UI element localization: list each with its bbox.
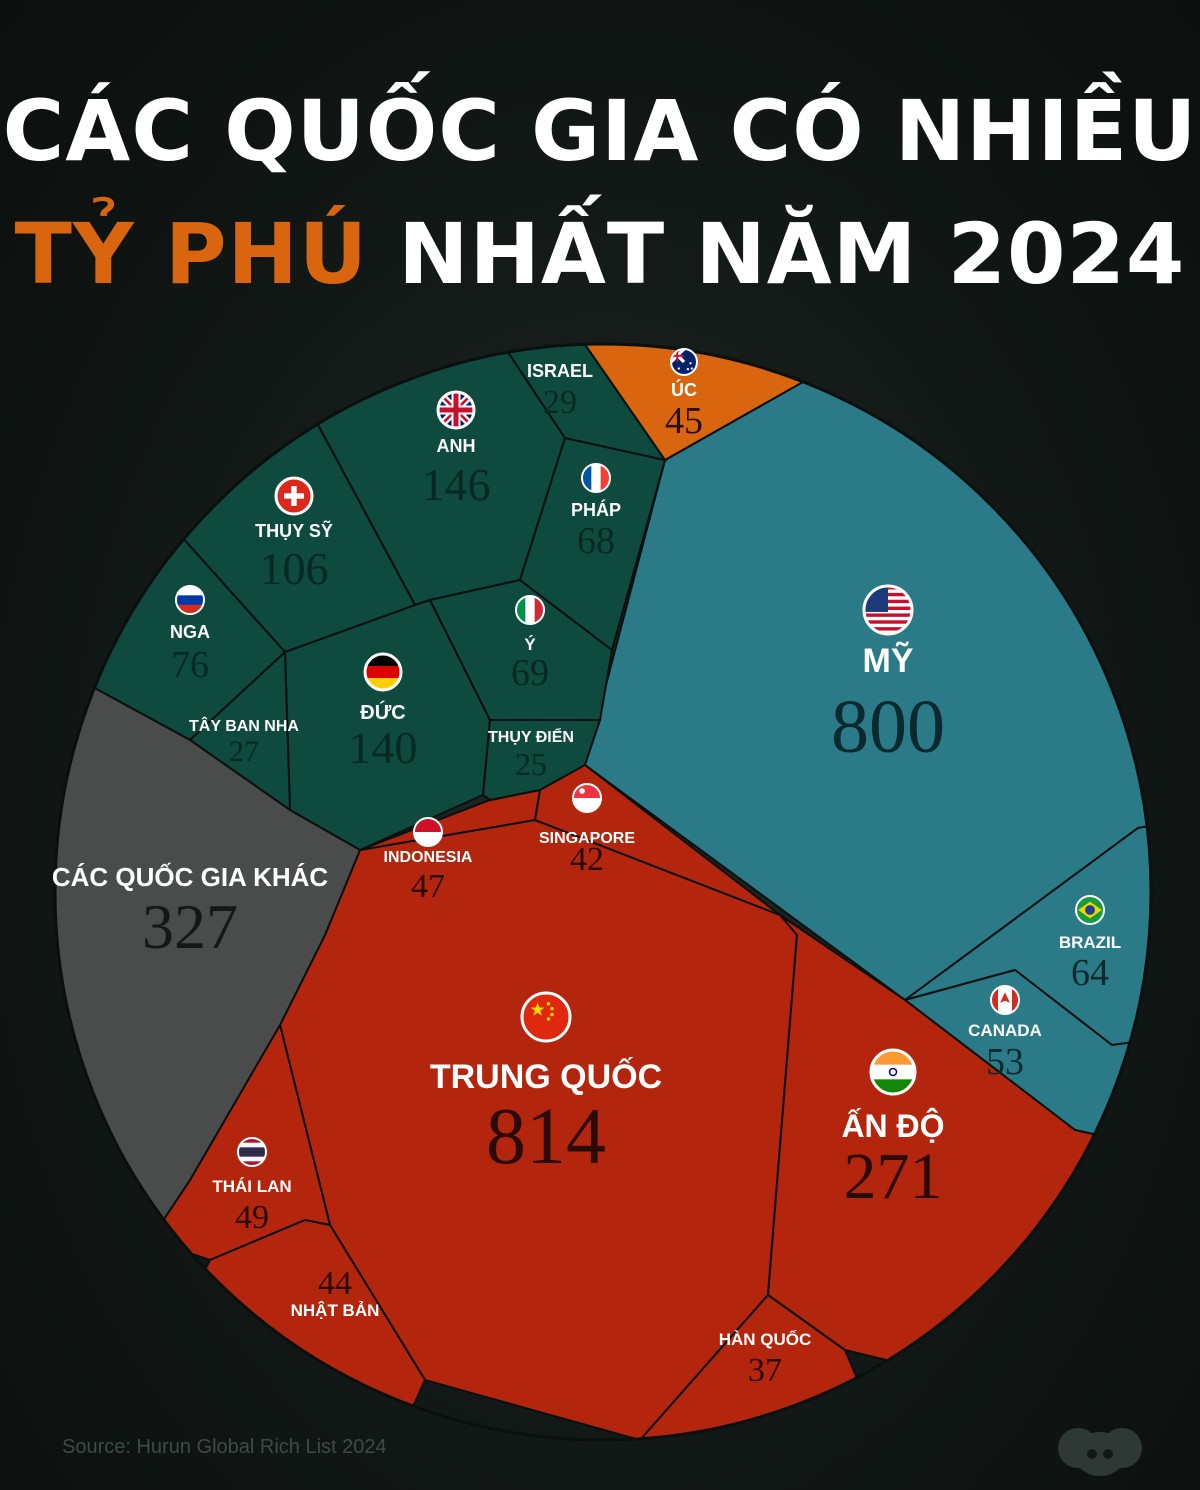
label-value-5: 47: [411, 868, 445, 905]
label-value-19: 45: [665, 400, 703, 442]
label-name-20: CÁC QUỐC GIA KHÁC: [52, 862, 329, 892]
label-name-2: CANADA: [968, 1021, 1042, 1040]
thailand-flag-icon: [237, 1137, 267, 1167]
source-note: Source: Hurun Global Rich List 2024: [62, 1436, 387, 1458]
label-value-2: 53: [986, 1041, 1024, 1083]
label-value-13: 76: [171, 644, 209, 686]
india-flag-icon: [869, 1048, 917, 1096]
label-name-1: BRAZIL: [1059, 933, 1121, 952]
indonesia-flag-icon: [413, 817, 443, 847]
brazil-flag-icon: [1075, 895, 1105, 925]
label-value-20: 327: [142, 891, 238, 962]
label-name-6: SINGAPORE: [539, 830, 635, 847]
us-flag-icon: [862, 584, 914, 636]
canada-flag-icon: [990, 985, 1020, 1015]
chart-rim: [53, 342, 1153, 1442]
label-value-18: 25: [515, 746, 547, 782]
label-name-4: ẤN ĐỘ: [841, 1108, 944, 1144]
label-value-12: 106: [260, 543, 329, 594]
title-rest: NHẤT NĂM 2024: [368, 205, 1186, 303]
label-name-10: ANH: [437, 436, 476, 456]
label-value-16: 29: [543, 384, 577, 421]
label-value-17: 27: [229, 735, 259, 768]
singapore-flag-icon: [572, 783, 602, 813]
label-value-3: 814: [486, 1093, 606, 1181]
italy-flag-icon: [515, 595, 545, 625]
france-flag-icon: [581, 463, 611, 493]
label-name-18: THỤY ĐIỂN: [488, 727, 574, 746]
cell-14: [428, 578, 614, 721]
label-value-15: 68: [577, 520, 615, 562]
label-value-7: 49: [235, 1199, 269, 1236]
label-name-11: ĐỨC: [360, 700, 405, 724]
germany-flag-icon: [363, 652, 403, 692]
label-value-11: 140: [349, 722, 418, 773]
title-line-2: TỶ PHÚ NHẤT NĂM 2024: [0, 205, 1200, 303]
title-highlight: TỶ PHÚ: [14, 205, 369, 303]
label-value-8: 44: [318, 1265, 352, 1302]
label-value-1: 64: [1071, 952, 1109, 994]
label-name-19: ÚC: [671, 379, 697, 400]
label-name-5: INDONESIA: [384, 849, 473, 866]
china-flag-icon: [520, 991, 572, 1043]
label-name-8: NHẬT BẢN: [291, 1301, 380, 1320]
label-name-16: ISRAEL: [527, 361, 593, 381]
australia-flag-icon: [670, 348, 698, 376]
brand-logo-icon: [1058, 1428, 1142, 1476]
cell-18: [481, 719, 602, 802]
label-name-17: TÂY BAN NHA: [189, 716, 299, 735]
label-name-13: NGA: [170, 622, 210, 642]
label-name-0: MỸ: [863, 642, 914, 680]
label-value-10: 146: [422, 459, 491, 510]
label-value-14: 69: [511, 652, 549, 694]
label-value-4: 271: [844, 1140, 943, 1213]
russia-flag-icon: [175, 585, 205, 615]
label-name-3: TRUNG QUỐC: [430, 1057, 662, 1096]
label-value-0: 800: [831, 685, 945, 769]
label-name-7: THÁI LAN: [212, 1177, 291, 1196]
uk-flag-icon: [436, 390, 476, 430]
label-value-6: 42: [570, 841, 604, 878]
label-name-9: HÀN QUỐC: [719, 1329, 812, 1349]
label-value-9: 37: [748, 1352, 782, 1389]
label-name-15: PHÁP: [571, 499, 621, 520]
label-name-12: THỤY SỸ: [255, 520, 333, 541]
label-name-14: Ý: [524, 635, 536, 654]
switzerland-flag-icon: [274, 476, 314, 516]
title-line-1: CÁC QUỐC GIA CÓ NHIỀU: [2, 82, 1198, 180]
